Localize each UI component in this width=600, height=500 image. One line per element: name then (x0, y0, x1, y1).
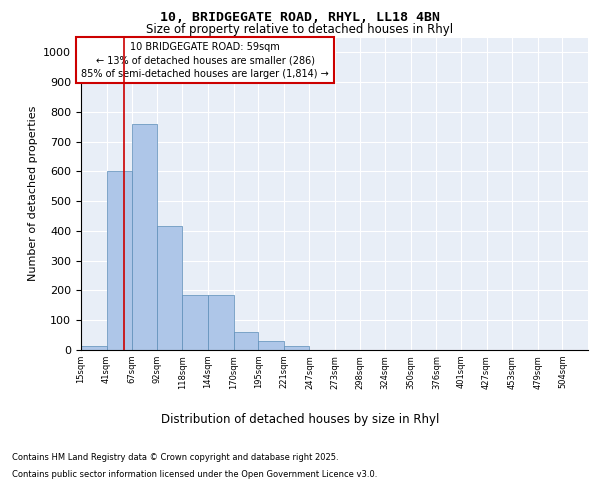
Y-axis label: Number of detached properties: Number of detached properties (28, 106, 38, 282)
Text: Contains public sector information licensed under the Open Government Licence v3: Contains public sector information licen… (12, 470, 377, 479)
Text: Contains HM Land Registry data © Crown copyright and database right 2025.: Contains HM Land Registry data © Crown c… (12, 452, 338, 462)
Bar (233, 332, 258, 350)
Bar (182, 295, 208, 350)
Text: 10 BRIDGEGATE ROAD: 59sqm
← 13% of detached houses are smaller (286)
85% of semi: 10 BRIDGEGATE ROAD: 59sqm ← 13% of detac… (82, 42, 329, 78)
Text: Size of property relative to detached houses in Rhyl: Size of property relative to detached ho… (146, 22, 454, 36)
Bar (208, 295, 233, 350)
Bar (284, 346, 310, 350)
Text: Distribution of detached houses by size in Rhyl: Distribution of detached houses by size … (161, 412, 439, 426)
Bar (132, 124, 157, 350)
Bar (258, 341, 284, 350)
Bar (81, 346, 107, 350)
Bar (157, 226, 182, 350)
Text: 10, BRIDGEGATE ROAD, RHYL, LL18 4BN: 10, BRIDGEGATE ROAD, RHYL, LL18 4BN (160, 11, 440, 24)
Bar (107, 172, 132, 350)
